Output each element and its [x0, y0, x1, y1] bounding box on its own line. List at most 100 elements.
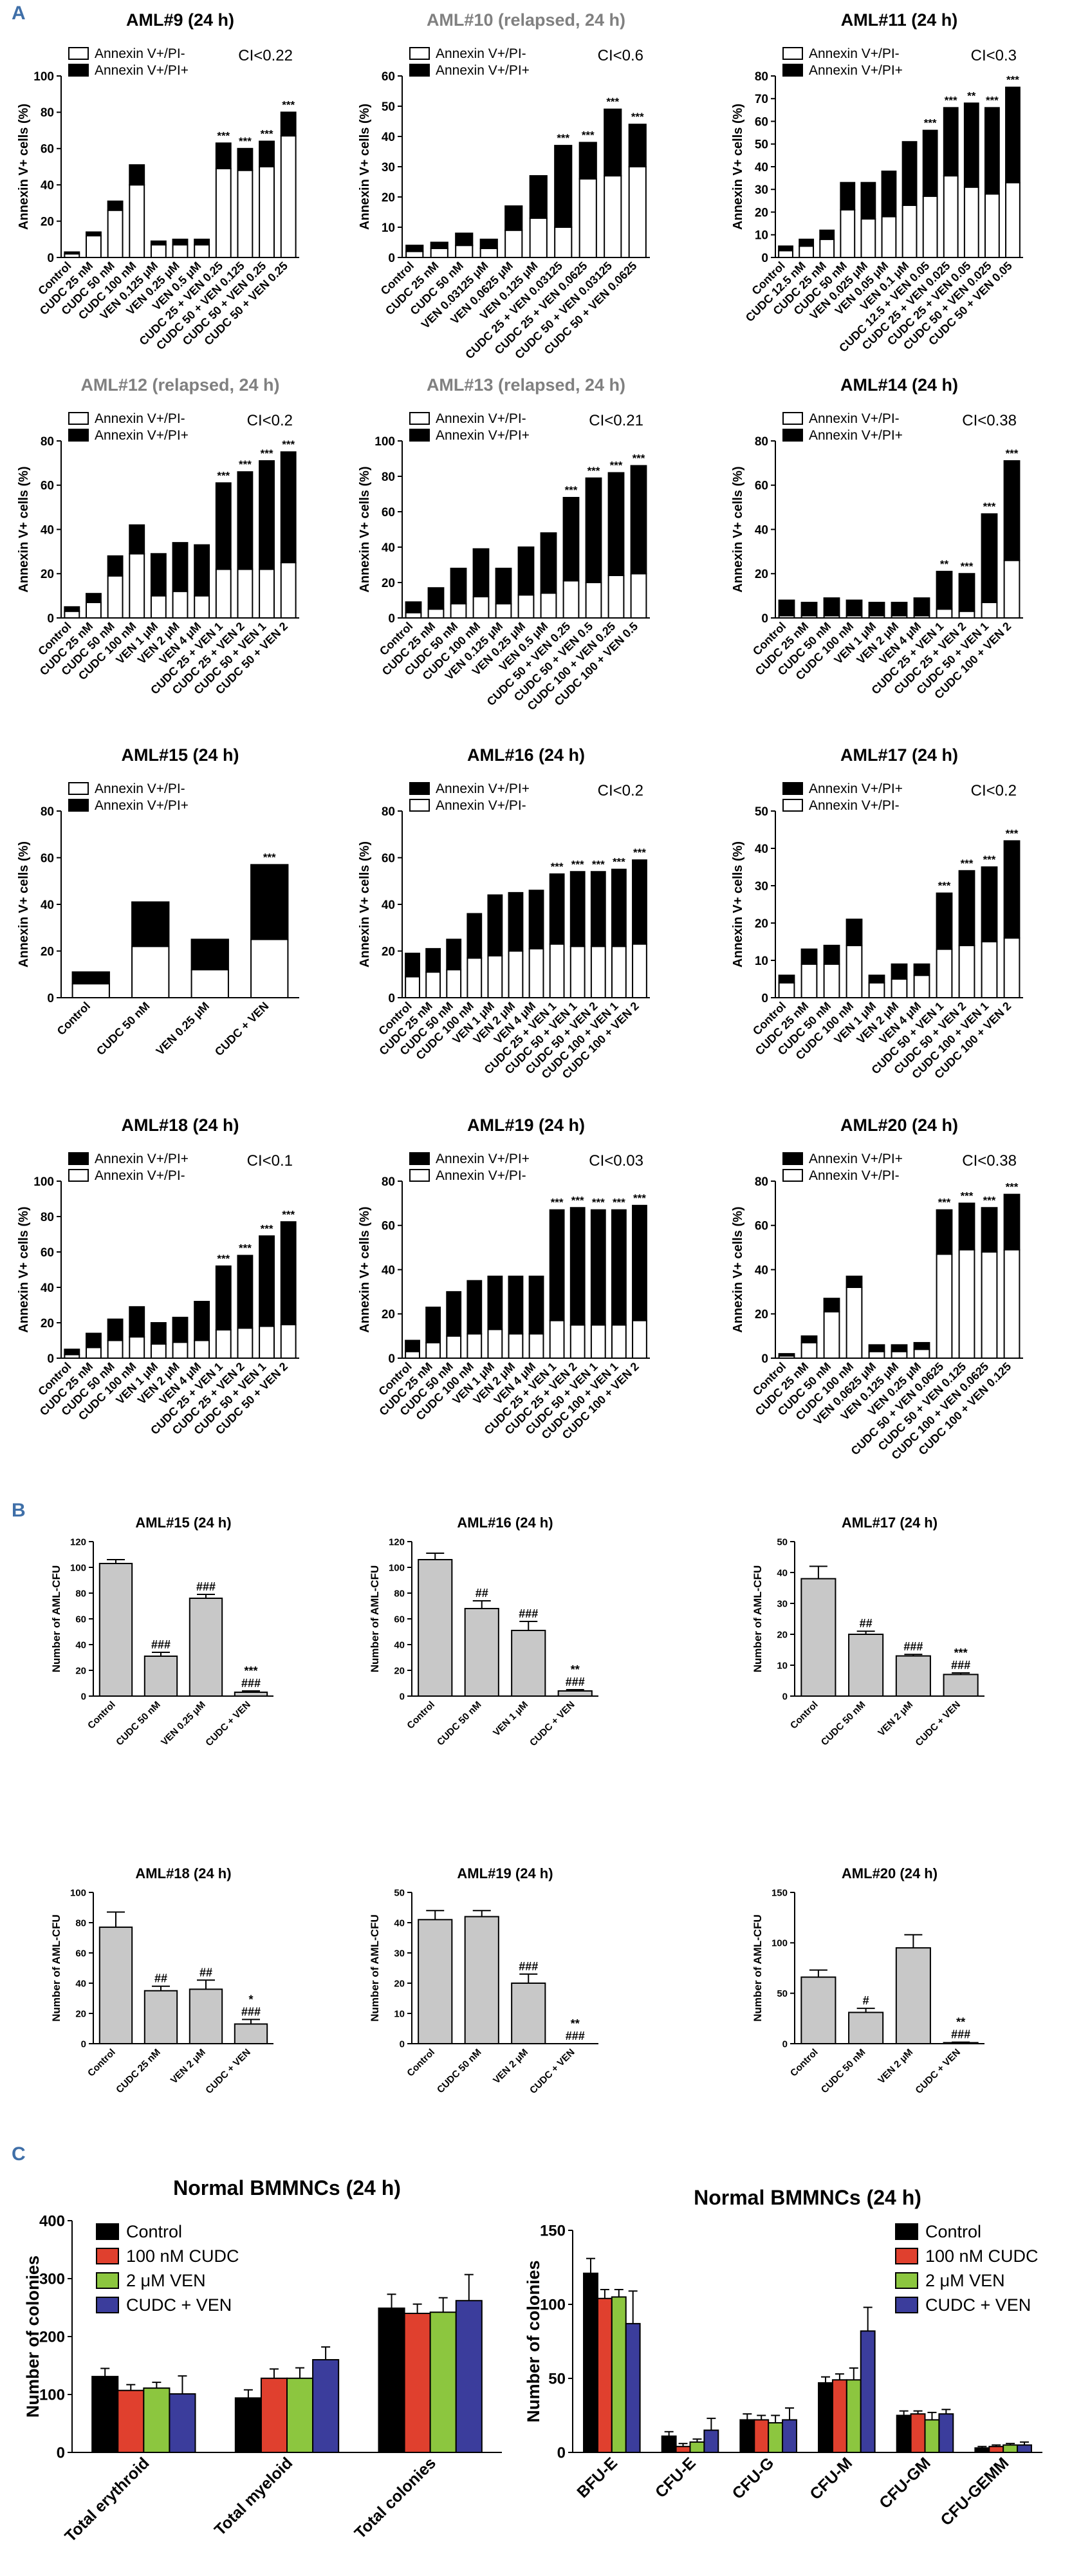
cfu17-ytick-label: 30	[777, 1598, 788, 1609]
aml14-bar-pos	[891, 601, 908, 617]
aml17-ytick-label: 40	[755, 843, 768, 856]
aml20-bar-neg	[823, 1311, 840, 1359]
aml11-bar-pos	[1005, 86, 1021, 183]
bm1-bar	[169, 2393, 196, 2454]
aml15-bar-neg	[131, 946, 170, 998]
aml14-legend-label: Annexin V+/PI+	[809, 428, 903, 443]
aml14-sig-label: ***	[1006, 447, 1019, 460]
aml9-ytick-label: 60	[41, 143, 54, 156]
aml20-bar-pos	[958, 1202, 975, 1251]
aml20-legend-swatch	[782, 1169, 803, 1182]
aml13-bar-pos	[540, 532, 557, 594]
aml15-xtick-label: CUDC + VEN	[212, 1000, 272, 1059]
aml10-legend-swatch	[409, 47, 430, 60]
aml16-sig-label: ***	[633, 846, 646, 859]
cfu17-bar	[943, 1674, 979, 1697]
aml20-ytick-label: 0	[761, 1352, 768, 1366]
cfu18-bar	[234, 2023, 268, 2044]
aml20-ytick-label: 40	[755, 1264, 768, 1277]
aml11-sig-label: ***	[924, 117, 937, 129]
aml12-legend-label: Annexin V+/PI+	[95, 428, 189, 443]
aml13-sig-label: ***	[633, 453, 645, 465]
aml11-ytick-label: 0	[761, 252, 768, 265]
bm2-ylabel: Number of colonies	[524, 2260, 543, 2422]
aml11-bar-pos	[943, 107, 959, 177]
cfu18-xtick-label: VEN 2 μM	[169, 2047, 208, 2086]
aml19-bar-pos	[405, 1339, 420, 1352]
aml13-sig-label: ***	[587, 465, 600, 477]
cfu19-sig-label: ###	[519, 1960, 538, 1973]
aml13-bar-pos	[427, 587, 445, 610]
aml13-bar-neg	[562, 580, 580, 619]
aml12-sig-label: ***	[217, 469, 230, 481]
cfu15-axes: 0 20 40 60 80 100 120 Number of AML-CFU	[50, 1536, 273, 1702]
bm2-legend-label: Control	[925, 2222, 981, 2241]
aml15-legend-label: Annexin V+/PI-	[95, 781, 185, 796]
aml9-bar-neg	[194, 244, 210, 259]
cfu20-ytick-label: 100	[772, 1938, 788, 1949]
aml11-ytick-label: 30	[755, 183, 768, 197]
aml16-ci-label: CI<0.2	[598, 782, 643, 799]
aml12-bar-pos	[280, 451, 297, 564]
cfu19-bar	[511, 1983, 546, 2044]
aml20-ytick-label: 60	[755, 1220, 768, 1233]
cfu20-bar	[895, 1947, 931, 2045]
aml15-bar-neg	[190, 969, 229, 998]
cfu18-xtick-label: CUDC 25 nM	[114, 2047, 163, 2096]
bm2-bar	[782, 2419, 797, 2453]
aml15-bar-neg	[250, 938, 289, 998]
aml9-bar-neg	[107, 209, 124, 258]
bm2-legend-swatch	[895, 2272, 918, 2289]
aml20-bar-pos	[936, 1209, 953, 1255]
aml13-bar-neg	[540, 592, 557, 619]
cfu15-title: AML#15 (24 h)	[135, 1515, 231, 1531]
aml13-bar-neg	[427, 608, 445, 619]
bm1-bar	[234, 2397, 262, 2453]
aml18-bar-neg	[172, 1341, 189, 1359]
cfu17-bar	[895, 1655, 931, 1697]
aml11-bar-neg	[881, 216, 897, 258]
aml14-bar-pos	[1003, 460, 1021, 561]
aml12-legend-label: Annexin V+/PI-	[95, 411, 185, 426]
aml12-axes: 0 20 40 60 80 Annexin V+ cells (%)	[17, 435, 299, 626]
aml13-bar-pos	[450, 568, 467, 604]
aml14-bar-pos	[868, 601, 885, 617]
bm2-bar	[938, 2413, 954, 2453]
aml11-bar-pos	[984, 107, 1000, 195]
cfu20-xtick-label: CUDC + VEN	[913, 2047, 963, 2096]
aml20-bar-neg	[936, 1253, 953, 1359]
cfu18-ytick-label: 40	[75, 1978, 86, 1989]
cfu18-xtick-label: Control	[86, 2047, 118, 2079]
aml10-ytick-label: 60	[382, 70, 395, 84]
aml20-bar-neg	[800, 1341, 818, 1359]
aml16-ytick-label: 0	[388, 992, 395, 1005]
bm2-bar	[596, 2297, 613, 2454]
bm1-xtick-label: Total erythroid	[61, 2454, 152, 2545]
aml14-bar-pos	[823, 597, 840, 617]
aml16-sig-label: ***	[613, 856, 625, 868]
cfu16-xtick-label: Control	[405, 1699, 437, 1731]
cfu19-sig-label: **	[571, 2017, 580, 2030]
cfu19-ytick-label: 10	[394, 2008, 405, 2019]
aml9-ylabel: Annexin V+ cells (%)	[17, 104, 31, 230]
aml20-bar-pos	[868, 1344, 885, 1352]
aml18-bar-neg	[107, 1339, 124, 1359]
aml12-bar-neg	[129, 553, 145, 619]
cfu20-sig-label: #	[863, 1994, 869, 2007]
aml18-bar-neg	[129, 1336, 145, 1359]
aml16-legend-swatch	[409, 782, 430, 795]
aml15-xtick-label: CUDC 50 nM	[94, 1000, 152, 1058]
aml16-bar-neg	[590, 946, 606, 998]
aml17-bar-neg	[958, 944, 975, 999]
aml14-bar-pos	[958, 573, 975, 612]
aml10-bar-pos	[430, 241, 448, 249]
aml10-bar-neg	[604, 175, 622, 259]
aml9-bar-neg	[150, 244, 167, 259]
aml11-bar-pos	[819, 229, 835, 240]
aml11-bar-pos	[881, 171, 897, 218]
bm1-legend-label: CUDC + VEN	[126, 2295, 232, 2315]
aml20-sig-label: ***	[961, 1190, 974, 1202]
